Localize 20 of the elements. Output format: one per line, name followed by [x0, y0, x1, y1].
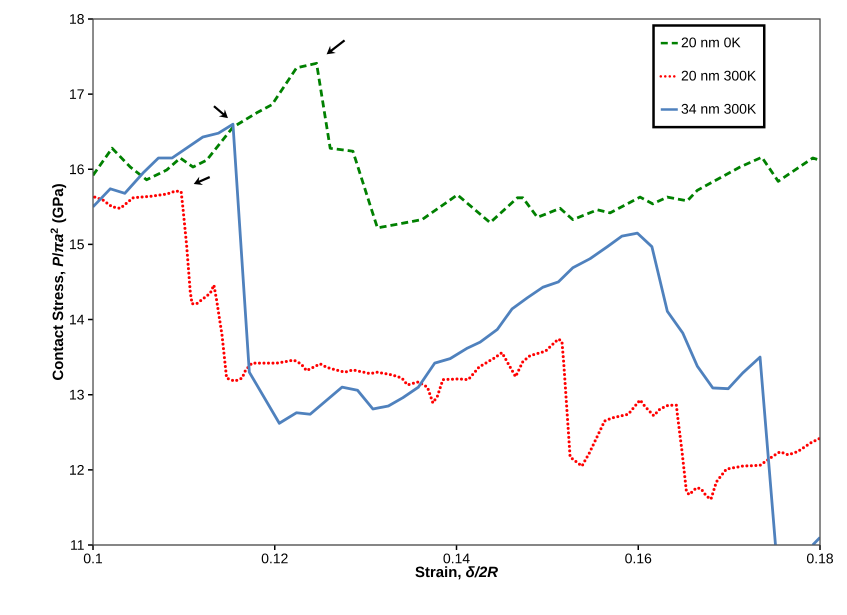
y-tick-label: 16	[70, 164, 84, 174]
line-series	[93, 190, 820, 501]
x-tick-label: 0.14	[443, 553, 470, 564]
legend-label: 20 nm 300K	[682, 70, 756, 81]
y-tick-label: 13	[70, 390, 84, 400]
x-axis-title: Strain, δ/2R	[415, 566, 498, 580]
line-series	[93, 62, 820, 230]
y-tick-label: 15	[70, 240, 84, 250]
y-axis-title: Contact Stress, P/πa$^{2}$ (GPa)	[50, 184, 66, 380]
y-tick-label: 14	[70, 314, 84, 324]
y-tick-label: 18	[70, 14, 84, 24]
y-tick-label: 17	[70, 89, 84, 99]
legend-label: 34 nm 300K	[682, 104, 756, 114]
legend-label: 20 nm 0K	[682, 37, 741, 48]
x-tick-label: 0.1	[84, 553, 102, 564]
y-tick-label: 12	[70, 464, 84, 475]
x-tick-label: 0.12	[262, 553, 288, 564]
x-tick-label: 0.16	[625, 553, 652, 564]
y-tick-label: 11	[71, 540, 84, 550]
x-tick-label: 0.18	[806, 553, 833, 564]
